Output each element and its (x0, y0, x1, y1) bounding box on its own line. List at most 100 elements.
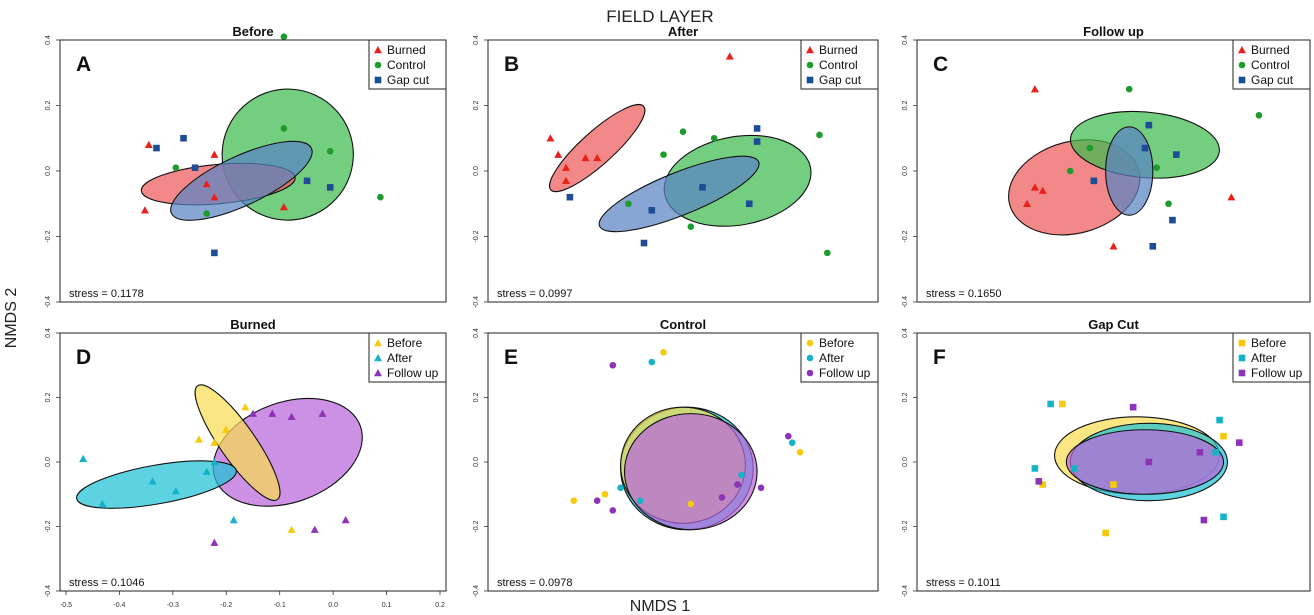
point-burned (725, 52, 734, 60)
point-after (202, 467, 211, 475)
y-tick-label: 0.2 (45, 393, 52, 403)
y-tick-label: 0.0 (45, 457, 52, 467)
point-control (687, 223, 695, 230)
point-before (194, 435, 203, 443)
legend-label: After (819, 351, 844, 365)
legend-marker (806, 61, 814, 69)
y-tick-label: -0.4 (902, 296, 909, 308)
y-tick-label: 0.2 (473, 101, 480, 111)
panel-title: Gap Cut (1088, 317, 1139, 332)
point-follow-up (734, 481, 741, 488)
point-after (648, 358, 656, 366)
y-tick-label: 0.0 (902, 457, 909, 467)
point-control (377, 193, 384, 201)
stress-label: stress = 0.0978 (497, 577, 573, 589)
point-after (1220, 513, 1227, 521)
point-after (617, 484, 624, 492)
y-tick-label: -0.2 (45, 520, 52, 532)
point-before (1039, 481, 1047, 488)
point-burned (593, 153, 602, 162)
legend-marker (374, 369, 382, 377)
point-control (1125, 85, 1133, 93)
y-tick-label: 0.2 (45, 101, 52, 111)
point-follow-up (1145, 458, 1153, 466)
point-burned (1030, 85, 1039, 93)
legend-box (800, 39, 879, 90)
point-burned (279, 203, 288, 211)
legend-marker (374, 339, 382, 347)
panel-letter: C (933, 53, 948, 76)
point-before (1110, 481, 1117, 488)
y-tick-label: 0.4 (902, 328, 909, 338)
point-follow-up (1035, 478, 1043, 485)
legend-label: Follow up (819, 366, 871, 380)
legend-marker (1238, 61, 1246, 69)
point-gap-cut (648, 207, 656, 214)
panel-letter: F (933, 346, 946, 369)
point-control (1086, 144, 1094, 152)
point-burned (1023, 199, 1032, 207)
point-before (660, 349, 667, 356)
point-control (280, 33, 288, 41)
point-gap-cut (180, 134, 187, 142)
point-burned (546, 134, 555, 142)
legend-label: Before (1251, 336, 1287, 350)
point-control (710, 134, 718, 142)
point-gap-cut (1141, 144, 1149, 152)
point-control (625, 200, 632, 208)
point-follow-up (1129, 403, 1137, 411)
point-burned (1030, 183, 1039, 191)
x-tick-label: -0.3 (167, 602, 179, 609)
y-tick-label: 0.4 (902, 35, 909, 45)
legend-marker (806, 339, 814, 347)
point-before (796, 449, 804, 456)
y-tick-label: 0.0 (473, 457, 480, 467)
point-follow-up (341, 516, 350, 524)
stress-label: stress = 0.0997 (497, 288, 573, 300)
ellipse-after (76, 460, 237, 509)
ellipse-gap-cut (1105, 126, 1154, 216)
y-tick-label: 0.2 (473, 393, 480, 403)
point-after (148, 477, 157, 485)
point-burned (210, 150, 219, 158)
point-follow-up (785, 432, 792, 440)
point-gap-cut (191, 164, 199, 172)
ellipse-gap-cut (170, 140, 313, 221)
point-gap-cut (1173, 151, 1180, 158)
legend-label: After (387, 351, 412, 365)
point-gap-cut (153, 144, 160, 152)
point-gap-cut (640, 239, 648, 247)
point-burned (581, 153, 590, 162)
legend-marker (1238, 76, 1246, 84)
y-tick-label: -0.4 (473, 585, 480, 597)
legend-label: Gap cut (819, 73, 862, 87)
panel-title: Control (660, 317, 706, 332)
y-tick-label: 0.4 (45, 35, 52, 45)
y-tick-label: -0.2 (902, 230, 909, 242)
legend-marker (1238, 354, 1246, 362)
legend-label: Control (819, 58, 858, 72)
point-gap-cut (1145, 121, 1153, 129)
point-control (1255, 112, 1263, 119)
legend-label: Follow up (387, 366, 439, 380)
x-tick-label: -0.5 (60, 602, 72, 609)
legend-label: Burned (819, 43, 858, 57)
legend-box (368, 332, 447, 383)
panel-title: After (668, 24, 698, 39)
point-follow-up (1235, 439, 1243, 446)
panel-d: Burned 0.4 0.2 0.0 -0.2 -0.4 -0.5 -0.4 -0.3 -0.2 -… (45, 317, 447, 609)
point-gap-cut (211, 249, 218, 257)
legend-marker (806, 369, 814, 377)
ellipse-burned (549, 104, 646, 193)
x-axis-title: NMDS 1 (630, 598, 691, 615)
ellipse-follow-up (623, 413, 758, 531)
point-before (1059, 400, 1066, 408)
point-control (679, 128, 687, 135)
point-burned (144, 140, 153, 148)
y-tick-label: 0.4 (45, 328, 52, 338)
stress-label: stress = 0.1011 (926, 577, 1001, 589)
x-tick-label: -0.1 (274, 602, 286, 609)
